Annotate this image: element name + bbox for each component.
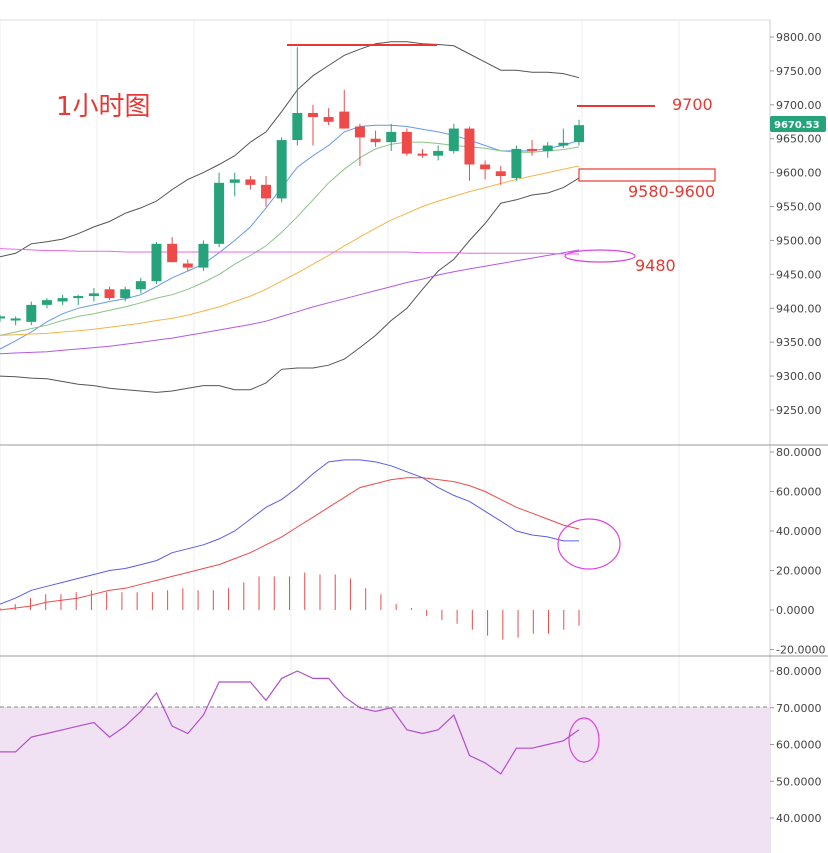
candle-body [307,112,318,118]
candle-body [245,179,256,185]
candle-body [527,148,538,151]
candle-body [57,298,68,302]
price-tick-label: 9400.00 [776,302,822,315]
price-tick-label: 9300.00 [776,370,822,383]
rsi-tick-label: 80.0000 [776,665,822,678]
candle-body [433,150,444,156]
candle-body [135,281,146,290]
rsi-line [0,670,580,775]
long-ma-label: 9480 [635,256,676,275]
current-price-badge [770,116,826,132]
candle-body [214,182,225,244]
bollinger-lower-line [0,177,580,393]
price-tick-label: 9550.00 [776,201,822,214]
bollinger-upper-line [0,41,580,258]
candle-body [151,243,162,282]
macd-dea-line [0,477,580,611]
candle-body [182,263,193,268]
price-tick-label: 9750.00 [776,65,822,78]
candle-body [0,316,5,319]
rsi-overbought-band [0,707,770,853]
macd-tick-label: 80.0000 [776,446,822,459]
rsi-highlight-ellipse [568,717,600,763]
support-zone-label: 9580-9600 [628,182,715,201]
price-tick-label: 9600.00 [776,167,822,180]
candle-body [370,138,381,143]
grid-lines [0,20,680,853]
candle-body [26,304,37,322]
candle-body [558,142,569,146]
candle-body [120,289,131,299]
current-price-label: 9670.53 [774,120,820,131]
candle-body [167,243,178,263]
candle-body [88,293,99,297]
candle-body [574,125,584,143]
rsi-tick-label: 50.0000 [776,775,822,788]
moving-average-line [0,165,580,336]
price-panel-indicators [0,41,580,393]
macd-tick-label: 0.0000 [776,604,815,617]
candlestick-series [0,47,584,326]
support-zone-box [578,168,716,182]
candle-body [292,112,303,141]
candle-body [323,117,334,122]
macd-highlight-ellipse [557,518,621,570]
candle-body [464,128,475,165]
rsi-tick-label: 60.0000 [776,739,822,752]
moving-average-line [0,249,580,355]
moving-average-line [0,124,580,350]
y-axis-labels: 9800.00 9750.00 9700.00 9650.00 9600.00 9550.… [770,31,825,825]
chart-title: 1小时图 [56,92,151,122]
price-tick-label: 9450.00 [776,268,822,281]
macd-panel [0,459,580,640]
macd-tick-label: 60.0000 [776,486,822,499]
moving-average-line [0,248,579,255]
candle-body [261,184,272,199]
candle-body [73,296,84,299]
candle-body [401,131,412,154]
price-tick-label: 9800.00 [776,31,822,44]
candle-body [542,145,553,151]
price-tick-label: 9250.00 [776,404,822,417]
rsi-tick-label: 40.0000 [776,812,822,825]
rsi-panel [0,670,580,775]
moving-average-line [0,141,580,336]
macd-tick-label: -20.0000 [776,644,825,657]
candle-body [104,289,115,299]
price-tick-label: 9650.00 [776,133,822,146]
candle-body [417,153,428,156]
candle-body [198,243,209,268]
resistance-label: 9700 [672,95,713,114]
macd-tick-label: 40.0000 [776,525,822,538]
long-ma-ellipse [564,249,636,263]
price-tick-label: 9350.00 [776,336,822,349]
candle-body [41,300,52,305]
price-tick-label: 9500.00 [776,234,822,247]
candle-body [511,148,522,179]
candle-body [448,128,459,151]
macd-tick-label: 20.0000 [776,565,822,578]
candle-body [339,111,350,129]
candle-body [10,318,21,321]
macd-dif-line [0,459,579,605]
candle-body [276,140,287,199]
candle-body [229,179,240,183]
candle-body [480,164,491,170]
price-tick-label: 9700.00 [776,99,822,112]
candle-body [354,126,365,138]
candle-body [386,131,397,143]
candle-body [495,171,506,177]
rsi-tick-label: 70.0000 [776,702,822,715]
